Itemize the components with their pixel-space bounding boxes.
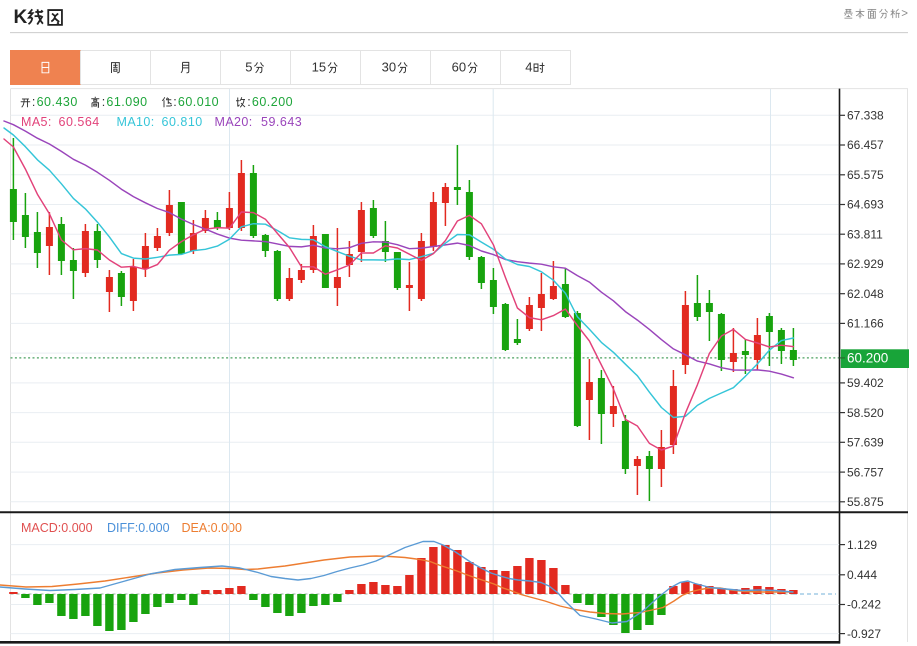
svg-text:61.090: 61.090	[106, 95, 147, 109]
svg-text:>: >	[901, 8, 908, 20]
svg-text:64.693: 64.693	[847, 198, 884, 212]
svg-text:59.643: 59.643	[261, 115, 302, 129]
svg-text:15: 15	[312, 60, 326, 75]
svg-text:55.875: 55.875	[847, 495, 884, 509]
svg-text:1.129: 1.129	[847, 538, 877, 552]
svg-text:60.564: 60.564	[59, 115, 100, 129]
svg-text:59.402: 59.402	[847, 376, 884, 390]
svg-text:-0.242: -0.242	[847, 598, 881, 612]
svg-text:62.048: 62.048	[847, 287, 884, 301]
svg-text:60.810: 60.810	[162, 115, 203, 129]
svg-text:60.200: 60.200	[847, 351, 888, 366]
svg-text:60.010: 60.010	[178, 95, 219, 109]
svg-text:60: 60	[452, 60, 466, 75]
svg-text:30: 30	[382, 60, 396, 75]
svg-text:DIFF:0.000: DIFF:0.000	[107, 521, 170, 535]
svg-text:0.444: 0.444	[847, 568, 877, 582]
svg-text::: :	[32, 95, 35, 109]
svg-text:66.457: 66.457	[847, 138, 884, 152]
svg-text:-0.927: -0.927	[847, 627, 881, 641]
svg-text:MA20:: MA20:	[215, 115, 253, 129]
svg-text::: :	[173, 95, 176, 109]
svg-text:K: K	[14, 7, 28, 28]
svg-text:DEA:0.000: DEA:0.000	[182, 521, 243, 535]
svg-text:58.520: 58.520	[847, 406, 884, 420]
svg-text:61.166: 61.166	[847, 317, 884, 331]
svg-text:MA5:: MA5:	[21, 115, 52, 129]
svg-text:67.338: 67.338	[847, 109, 884, 123]
svg-text:65.575: 65.575	[847, 168, 884, 182]
svg-text:5: 5	[245, 60, 252, 75]
svg-text:57.639: 57.639	[847, 436, 884, 450]
svg-text:60.200: 60.200	[252, 95, 293, 109]
svg-text:4: 4	[525, 60, 532, 75]
svg-text:62.929: 62.929	[847, 257, 884, 271]
svg-text::: :	[102, 95, 105, 109]
svg-text:MA10:: MA10:	[117, 115, 155, 129]
svg-text:63.811: 63.811	[847, 227, 883, 241]
svg-text:60.430: 60.430	[37, 95, 78, 109]
svg-text:56.757: 56.757	[847, 465, 884, 479]
svg-text:MACD:0.000: MACD:0.000	[21, 521, 93, 535]
svg-text::: :	[247, 95, 250, 109]
